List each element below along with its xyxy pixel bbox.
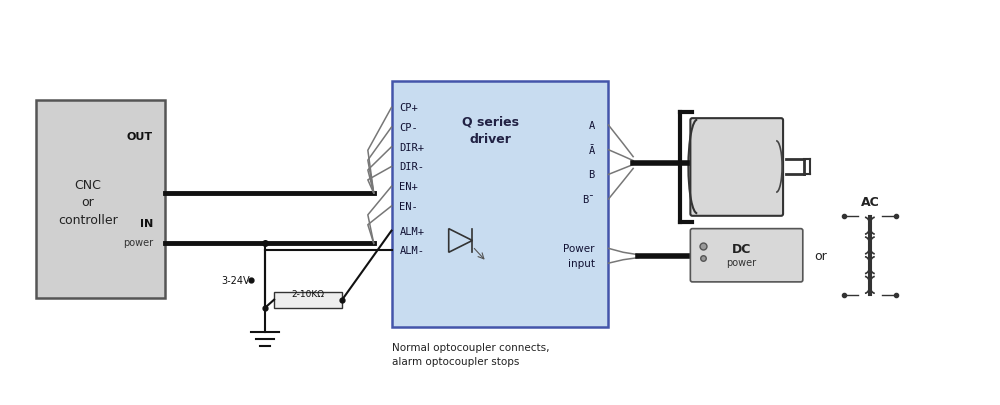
Text: EN+: EN+ [399,182,418,192]
Text: AC: AC [860,196,879,209]
Text: EN-: EN- [399,201,418,211]
Text: CNC: CNC [74,178,101,191]
Text: power: power [123,238,153,248]
Text: B: B [588,170,595,180]
Text: input: input [568,258,595,269]
FancyBboxPatch shape [274,292,342,308]
Text: A: A [588,121,595,131]
Text: Power: Power [563,244,595,254]
Text: controller: controller [58,214,118,227]
FancyBboxPatch shape [392,81,608,328]
Text: or: or [81,196,94,209]
Text: DIR-: DIR- [399,162,424,172]
FancyBboxPatch shape [36,101,165,298]
Text: DC: DC [732,242,751,255]
Text: CP-: CP- [399,123,418,133]
Text: or: or [814,249,827,262]
Text: ALM-: ALM- [399,246,424,256]
Text: power: power [727,258,757,268]
Text: DIR+: DIR+ [399,143,424,152]
Text: OUT: OUT [127,132,153,142]
Text: 3-24V: 3-24V [221,275,249,285]
Text: Ā: Ā [588,145,595,156]
Text: B̄: B̄ [582,194,595,205]
Text: Q series
driver: Q series driver [462,115,519,146]
Text: 2-10KΩ: 2-10KΩ [291,290,324,298]
Text: IN: IN [140,218,153,228]
Text: Normal optocoupler connects,
alarm optocoupler stops: Normal optocoupler connects, alarm optoc… [392,342,549,366]
FancyBboxPatch shape [690,229,803,282]
Text: CP+: CP+ [399,103,418,113]
FancyBboxPatch shape [690,119,783,216]
Text: ALM+: ALM+ [399,226,424,236]
